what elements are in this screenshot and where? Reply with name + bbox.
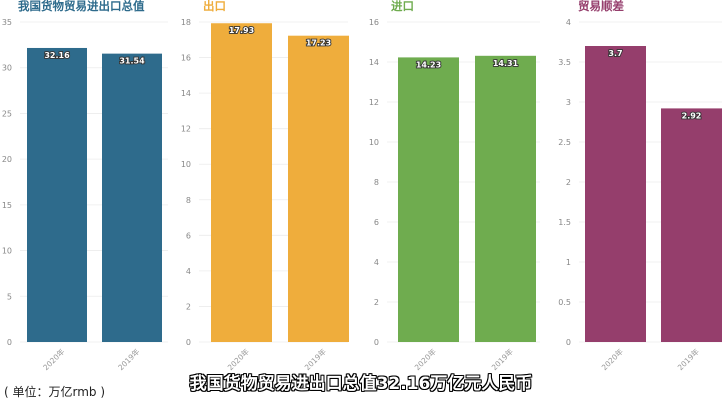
y-tick-label: 30: [2, 64, 12, 73]
y-tick-label: 35: [2, 18, 12, 27]
bar-2020年: [398, 57, 459, 343]
chart-title: 进口: [391, 0, 414, 13]
y-tick-label: 4: [566, 18, 571, 27]
y-tick-label: 8: [374, 178, 379, 187]
video-subtitle: 我国货物贸易进出口总值32.16万亿元人民币: [189, 374, 533, 394]
y-tick-label: 14: [369, 58, 379, 67]
y-tick-label: 18: [181, 18, 191, 27]
y-tick-label: 6: [186, 231, 191, 240]
y-tick-label: 10: [181, 160, 191, 169]
y-tick-label: 16: [369, 18, 379, 27]
y-tick-label: 0: [566, 338, 571, 347]
y-tick-label: 4: [186, 267, 191, 276]
y-tick-label: 16: [181, 54, 191, 63]
y-tick-label: 12: [181, 125, 191, 134]
data-label: 14.23: [416, 60, 441, 69]
data-label: 17.93: [229, 26, 254, 35]
chart-title: 贸易顺差: [578, 0, 624, 13]
y-tick-label: 8: [186, 196, 191, 205]
y-tick-label: 2: [374, 298, 379, 307]
bar-2019年: [475, 55, 536, 343]
y-tick-label: 20: [2, 155, 12, 164]
data-label: 31.54: [119, 57, 145, 66]
y-tick-label: 5: [7, 292, 12, 301]
y-tick-label: 6: [374, 218, 379, 227]
y-tick-label: 1: [566, 258, 571, 267]
y-tick-label: 4: [374, 258, 379, 267]
y-tick-label: 0: [374, 338, 379, 347]
y-tick-label: 12: [369, 98, 379, 107]
y-tick-label: 0: [186, 338, 191, 347]
y-tick-label: 2: [566, 178, 571, 187]
unit-note: ( 单位：万亿rmb ): [4, 385, 106, 399]
y-tick-label: 0: [7, 338, 12, 347]
data-label: 17.23: [306, 39, 331, 48]
y-tick-label: 14: [181, 89, 191, 98]
y-tick-label: 10: [369, 138, 379, 147]
data-label: 32.16: [44, 51, 70, 60]
bar-2019年: [102, 53, 162, 343]
y-tick-label: 3.5: [558, 58, 571, 67]
data-label: 2.92: [682, 111, 702, 120]
y-tick-label: 3: [566, 98, 571, 107]
bar-2020年: [211, 23, 272, 342]
y-tick-label: 0.5: [558, 298, 571, 307]
chart-title: 我国货物贸易进出口总值: [18, 0, 145, 13]
y-tick-label: 2.5: [558, 138, 571, 147]
y-tick-label: 25: [2, 109, 12, 118]
y-tick-label: 1.5: [558, 218, 571, 227]
data-label: 14.31: [493, 59, 519, 68]
bar-2019年: [661, 108, 722, 343]
bar-2020年: [585, 46, 646, 342]
chart-panel-1: 我国货物贸易进出口总值0510152025303532.162020年31.54…: [2, 0, 168, 372]
bar-2020年: [27, 47, 87, 343]
chart-title: 出口: [203, 0, 226, 13]
data-label: 3.7: [608, 49, 622, 58]
y-tick-label: 15: [2, 201, 12, 210]
y-tick-label: 2: [186, 302, 191, 311]
y-tick-label: 10: [2, 247, 12, 256]
bar-2019年: [288, 35, 349, 342]
